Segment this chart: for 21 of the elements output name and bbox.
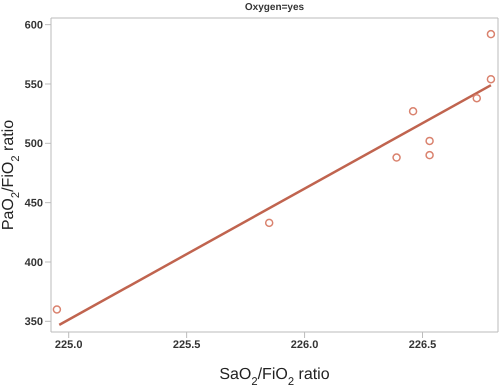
x-tick-label: 226.0 (290, 338, 318, 351)
point (52, 305, 62, 314)
y-tick-label: 350 (24, 316, 43, 328)
x-tick-label: 225.5 (172, 338, 200, 351)
y-tick-label: 600 (24, 20, 43, 32)
point (472, 94, 482, 102)
x-axis-title: SaO$_{2}$/FiO$_{2}$ ratio (219, 366, 330, 385)
x-tick-label: 226.5 (408, 338, 436, 351)
point (408, 107, 418, 116)
x-tick-label: 225.0 (54, 338, 82, 351)
chart-title: Oxygen=yes (244, 2, 306, 13)
y-tick-label: 450 (24, 198, 43, 210)
y-tick-label: 550 (24, 78, 43, 91)
point (486, 30, 496, 38)
point (425, 150, 434, 160)
point (392, 153, 401, 162)
point (425, 136, 434, 146)
point (486, 74, 496, 84)
y-tick-label: 400 (24, 256, 43, 269)
y-tick-label: 500 (24, 138, 43, 150)
point (264, 218, 274, 228)
